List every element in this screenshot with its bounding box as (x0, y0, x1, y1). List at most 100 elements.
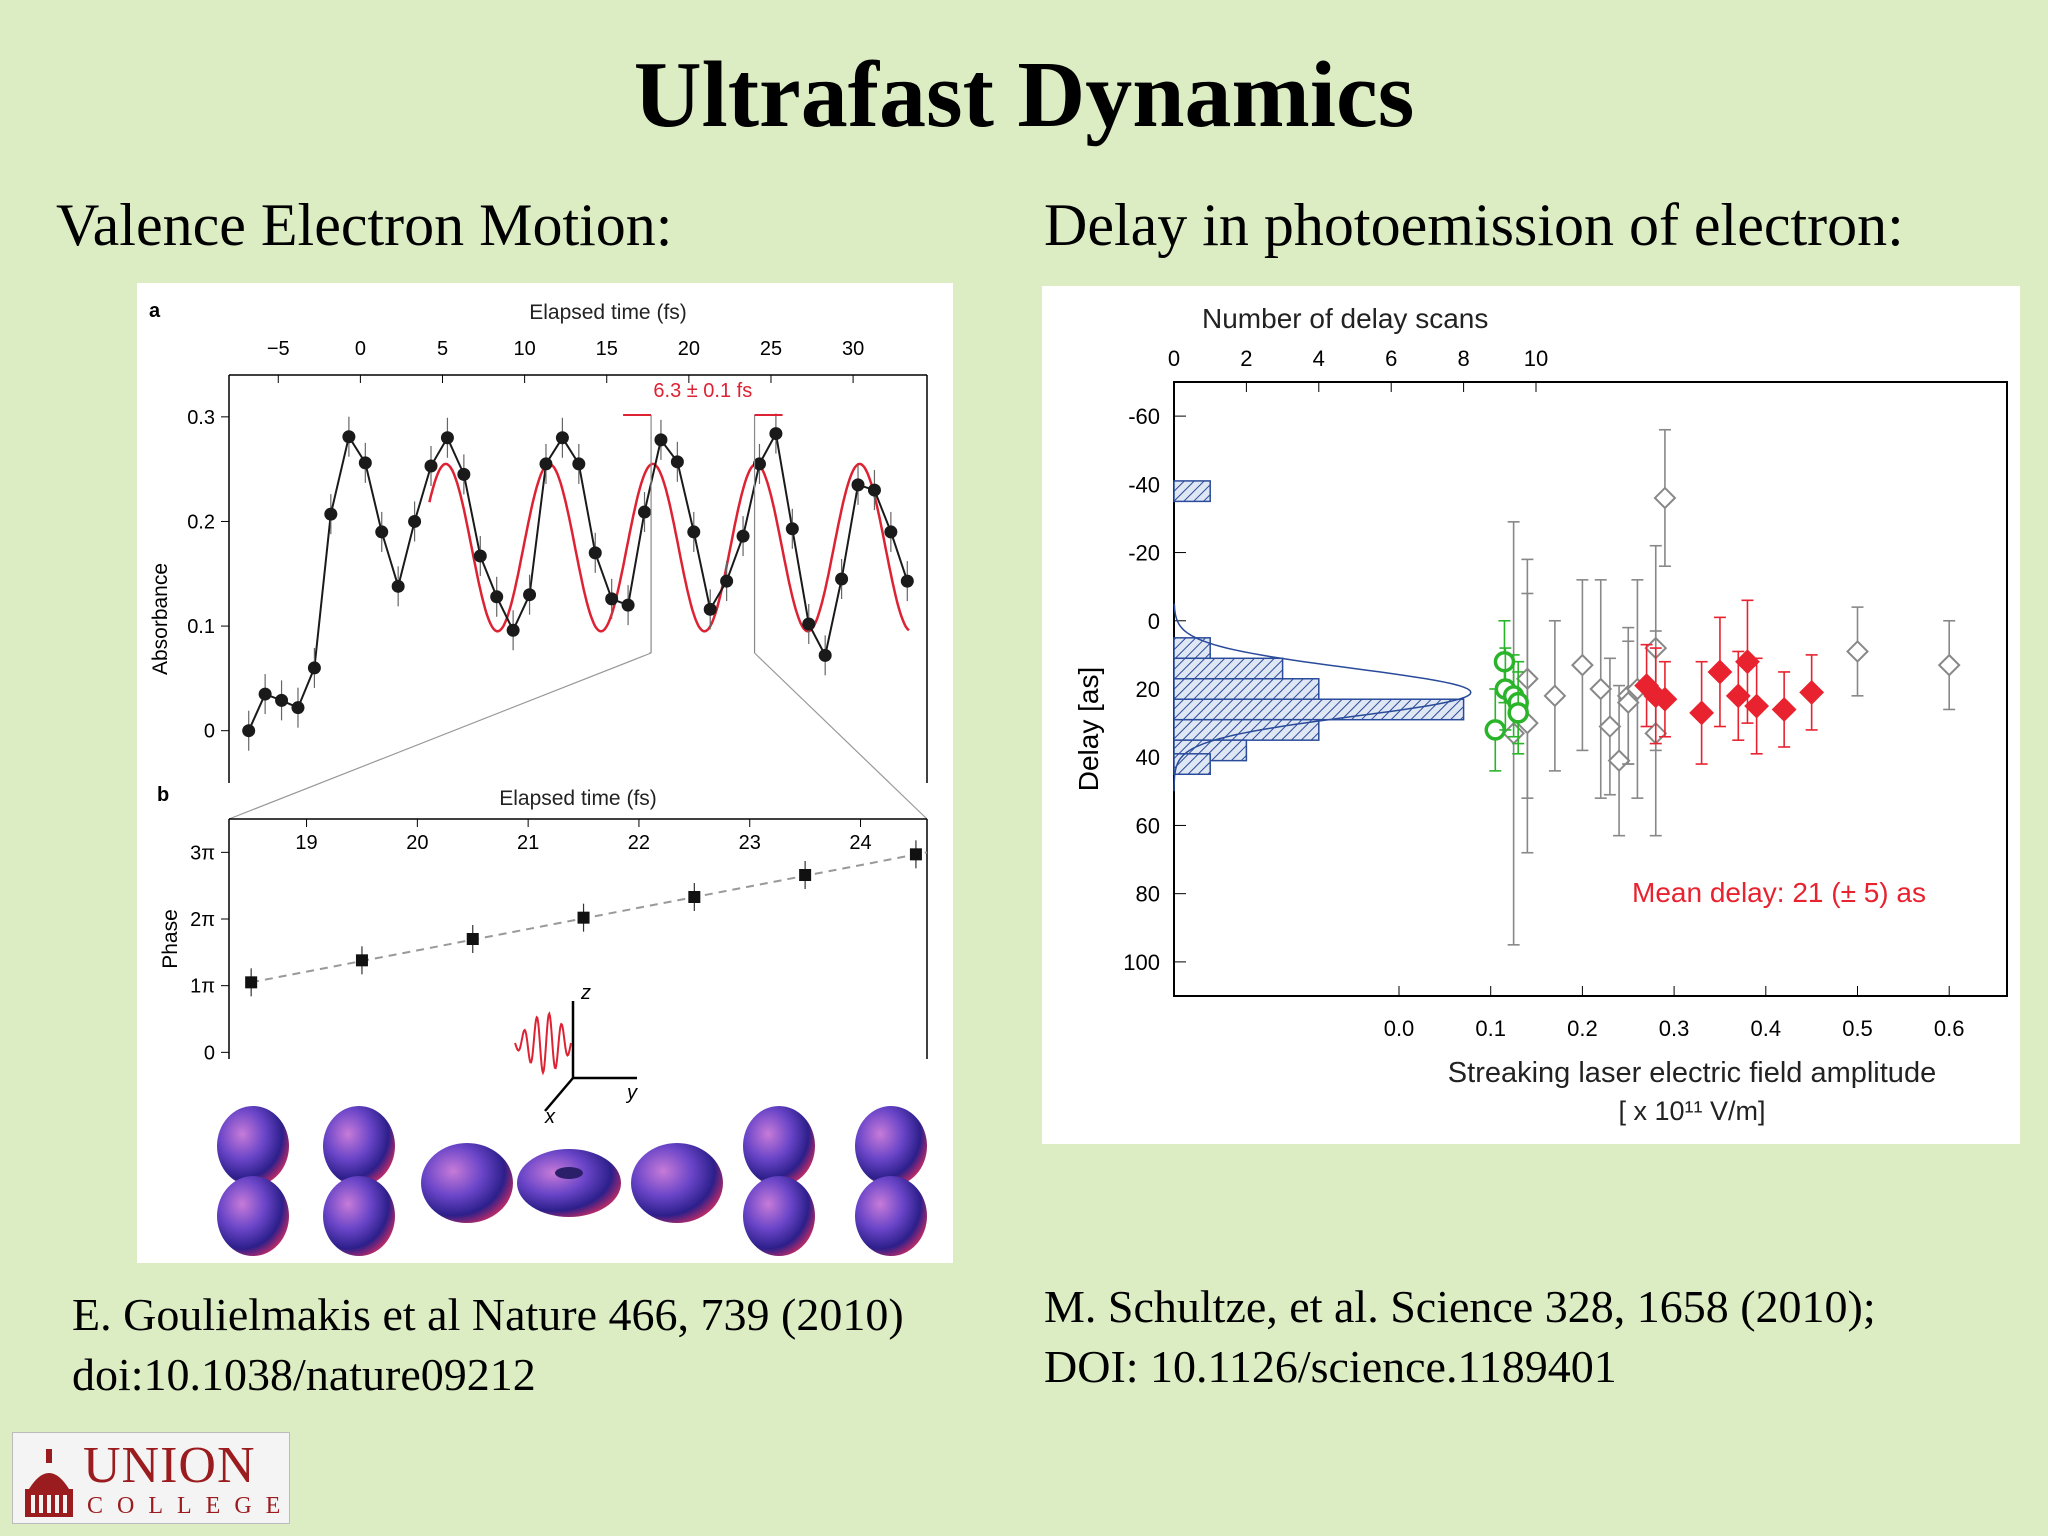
panel-a-point (605, 592, 619, 606)
panel-a-point (358, 456, 372, 470)
panel-a-point (408, 514, 422, 528)
panel-a-label: a (149, 300, 161, 322)
top-axis-tick-label: 4 (1313, 346, 1325, 371)
red-point (1725, 683, 1751, 709)
panel-a-point (539, 457, 553, 471)
right-xlabel-unit: [ x 10¹¹ V/m] (1618, 1096, 1765, 1126)
panel-a-point (835, 572, 849, 586)
grey-point (1616, 691, 1640, 715)
zoom-connector-left (228, 652, 652, 820)
right-xtick-label: 0.5 (1842, 1016, 1873, 1041)
right-ytick-label: 40 (1136, 745, 1160, 770)
panel-a-point (687, 525, 701, 539)
college-building-icon (25, 1449, 73, 1517)
gaussian-fit (1173, 603, 1472, 792)
panel-a-xtick-label: 15 (596, 338, 618, 360)
orbital-lobe (517, 1149, 621, 1217)
union-college-logo: UNION COLLEGE (12, 1432, 290, 1524)
right-xtick-label: 0.0 (1384, 1016, 1415, 1041)
histogram-hatch (1174, 699, 1464, 720)
panel-a-point (851, 478, 865, 492)
right-ytick-label: 0 (1148, 609, 1160, 634)
panel-a-ytick-label: 0 (204, 721, 215, 743)
histogram-hatch (1174, 658, 1283, 679)
panel-b-xlabel: Elapsed time (fs) (499, 787, 657, 810)
orbital-lobe (217, 1106, 289, 1186)
panel-a-xtick-label: 30 (842, 338, 864, 360)
right-ytick-label: 100 (1123, 950, 1160, 975)
panel-a-data-line (247, 430, 909, 732)
panel-b-xtick-label: 24 (849, 832, 871, 854)
logo-college-text: COLLEGE (87, 1493, 295, 1519)
orbital-hole (555, 1167, 583, 1179)
mean-delay-annotation: Mean delay: 21 (± 5) as (1632, 877, 1926, 908)
grey-point (1589, 677, 1613, 701)
histogram-hatch (1174, 678, 1319, 700)
panel-a-period-annotation: 6.3 ± 0.1 fs (653, 380, 752, 402)
orbital-lobe (631, 1143, 723, 1223)
histogram-hatch (1174, 719, 1319, 741)
panel-a-point (555, 431, 569, 445)
panel-b-point (577, 911, 590, 924)
panel-a-xtick-label: 0 (355, 338, 366, 360)
panel-b-point (688, 891, 701, 903)
right-xtick-label: 0.3 (1659, 1016, 1690, 1041)
panel-b-point (909, 848, 922, 861)
right-ytick-label: 20 (1136, 677, 1160, 702)
axis-x-line (544, 1077, 574, 1112)
orbital (743, 1106, 815, 1256)
grey-point (1570, 653, 1594, 677)
panel-a-point (720, 574, 734, 588)
panel-a-xtick-label: 25 (760, 338, 782, 360)
left-figure: a Elapsed time (fs) −5 0 5 10 15 20 25 30 0 0.1 0.2 0… (137, 283, 953, 1263)
axis-z-label: z (580, 982, 591, 1004)
orbital (217, 1106, 289, 1256)
panel-b-point (245, 976, 258, 989)
logo-union-text: UNION (83, 1437, 256, 1494)
axis-y-label: y (625, 1082, 638, 1104)
panel-b-xtick-label: 23 (739, 832, 761, 854)
panel-a-point (291, 701, 305, 715)
panel-a-point (457, 467, 471, 481)
left-reference-line-2: doi:10.1038/nature09212 (72, 1349, 536, 1400)
panel-a-point (703, 602, 717, 616)
orbital (517, 1149, 621, 1217)
panel-a-ytick-label: 0.3 (187, 407, 215, 429)
left-figure-svg: a Elapsed time (fs) −5 0 5 10 15 20 25 30 0 0.1 0.2 0… (149, 300, 928, 1256)
top-axis-tick-label: 2 (1240, 346, 1252, 371)
panel-a-point (424, 459, 438, 473)
orbital (323, 1106, 395, 1256)
panel-a-point (638, 505, 652, 519)
grey-point (1846, 640, 1869, 663)
panel-a-point (258, 687, 272, 701)
panel-a-ytick-label: 0.2 (187, 511, 215, 533)
red-point (1771, 697, 1797, 722)
panel-a-point (473, 549, 487, 563)
panel-b-xtick-label: 19 (295, 832, 317, 854)
top-axis-tick-label: 0 (1168, 346, 1180, 371)
right-reference-line-2: DOI: 10.1126/science.1189401 (1044, 1341, 1617, 1392)
orbital (631, 1143, 723, 1223)
zoom-connector-right (754, 652, 928, 820)
panel-a-ylabel: Absorbance (149, 563, 172, 675)
red-point (1735, 649, 1760, 675)
panel-a-xtick-label: 20 (678, 338, 700, 360)
panel-a-point (242, 724, 256, 738)
laser-pulse (514, 1011, 572, 1076)
grey-point (1937, 653, 1961, 677)
right-ytick-label: 80 (1136, 882, 1160, 907)
grey-point (1653, 486, 1677, 510)
orbital-lobe (743, 1176, 815, 1256)
red-point (1744, 693, 1770, 719)
histogram-hatch (1174, 480, 1211, 502)
panel-b-ytick-label: 3π (190, 842, 215, 864)
right-figure: Number of delay scans 0 2 4 6 8 10 -60 -40 -20 0 20… (1042, 286, 2020, 1144)
panel-a-point (802, 617, 816, 631)
panel-a-point (324, 507, 338, 521)
right-heading: Delay in photoemission of electron: (1044, 192, 1904, 258)
grey-point (1607, 749, 1631, 773)
panel-b-xtick-label: 21 (517, 832, 539, 854)
right-ytick-label: 60 (1136, 813, 1160, 838)
panel-b-xtick-label: 20 (406, 832, 428, 854)
red-point (1652, 686, 1678, 712)
